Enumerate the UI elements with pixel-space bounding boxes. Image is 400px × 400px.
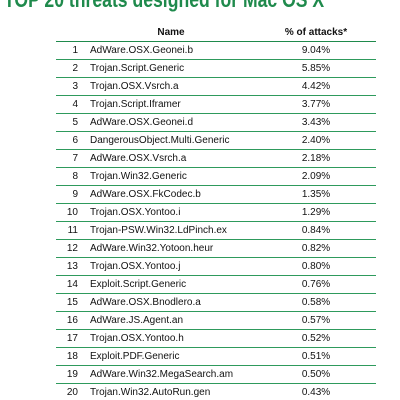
threat-name-cell: AdWare.OSX.Bnodlero.a [86, 293, 256, 312]
attack-percent-cell: 1.29% [256, 203, 376, 222]
threats-table: Name % of attacks* 1 AdWare.OSX.Geonei.b 9… [56, 24, 376, 400]
rank-cell: 2 [56, 59, 86, 78]
rank-cell: 14 [56, 275, 86, 294]
rank-cell: 17 [56, 329, 86, 348]
attack-percent-cell: 0.82% [256, 239, 376, 258]
rank-cell: 11 [56, 221, 86, 240]
table-row: 7 AdWare.OSX.Vsrch.a 2.18% [56, 149, 376, 168]
attack-percent-cell: 0.52% [256, 329, 376, 348]
attack-percent-cell: 0.50% [256, 365, 376, 384]
attack-percent-cell: 0.51% [256, 347, 376, 366]
rank-cell: 15 [56, 293, 86, 312]
table-row: 12 AdWare.Win32.Yotoon.heur 0.82% [56, 239, 376, 258]
threat-name-cell: Trojan.Win32.Generic [86, 167, 256, 186]
attack-percent-cell: 0.43% [256, 383, 376, 400]
threat-name-cell: AdWare.OSX.Geonei.d [86, 113, 256, 132]
attack-percent-cell: 9.04% [256, 41, 376, 60]
threat-name-cell: AdWare.OSX.Vsrch.a [86, 149, 256, 168]
table-row: 5 AdWare.OSX.Geonei.d 3.43% [56, 113, 376, 132]
threat-name-cell: Trojan.OSX.Yontoo.i [86, 203, 256, 222]
attack-percent-cell: 1.35% [256, 185, 376, 204]
threat-name-cell: AdWare.JS.Agent.an [86, 311, 256, 330]
table-row: 10 Trojan.OSX.Yontoo.i 1.29% [56, 203, 376, 222]
rank-cell: 8 [56, 167, 86, 186]
table-row: 15 AdWare.OSX.Bnodlero.a 0.58% [56, 293, 376, 312]
rank-cell: 3 [56, 77, 86, 96]
rank-cell: 6 [56, 131, 86, 150]
table-row: 11 Trojan-PSW.Win32.LdPinch.ex 0.84% [56, 221, 376, 240]
table-row: 8 Trojan.Win32.Generic 2.09% [56, 167, 376, 186]
rank-cell: 10 [56, 203, 86, 222]
table-body: 1 AdWare.OSX.Geonei.b 9.04% 2 Trojan.Script.… [56, 41, 376, 400]
name-column-header: Name [86, 24, 256, 42]
rank-cell: 18 [56, 347, 86, 366]
table-row: 18 Exploit.PDF.Generic 0.51% [56, 347, 376, 366]
threat-name-cell: AdWare.Win32.Yotoon.heur [86, 239, 256, 258]
attack-percent-cell: 0.58% [256, 293, 376, 312]
attack-percent-cell: 4.42% [256, 77, 376, 96]
rank-cell: 20 [56, 383, 86, 400]
attack-percent-cell: 0.80% [256, 257, 376, 276]
rank-cell: 7 [56, 149, 86, 168]
table-row: 9 AdWare.OSX.FkCodec.b 1.35% [56, 185, 376, 204]
table-row: 17 Trojan.OSX.Yontoo.h 0.52% [56, 329, 376, 348]
threat-name-cell: Trojan.OSX.Vsrch.a [86, 77, 256, 96]
rank-cell: 12 [56, 239, 86, 258]
rank-cell: 9 [56, 185, 86, 204]
threat-name-cell: Trojan.OSX.Yontoo.j [86, 257, 256, 276]
table-row: 14 Exploit.Script.Generic 0.76% [56, 275, 376, 294]
percent-column-header: % of attacks* [256, 24, 376, 42]
attack-percent-cell: 0.84% [256, 221, 376, 240]
attack-percent-cell: 2.40% [256, 131, 376, 150]
rank-cell: 4 [56, 95, 86, 114]
rank-cell: 19 [56, 365, 86, 384]
page-title: TOP 20 threats designed for Mac OS X [4, 0, 324, 13]
attack-percent-cell: 2.18% [256, 149, 376, 168]
threat-name-cell: AdWare.Win32.MegaSearch.am [86, 365, 256, 384]
threat-name-cell: DangerousObject.Multi.Generic [86, 131, 256, 150]
table-row: 13 Trojan.OSX.Yontoo.j 0.80% [56, 257, 376, 276]
threat-name-cell: Exploit.PDF.Generic [86, 347, 256, 366]
threat-name-cell: Trojan.Script.Generic [86, 59, 256, 78]
table-row: 1 AdWare.OSX.Geonei.b 9.04% [56, 41, 376, 60]
table-row: 20 Trojan.Win32.AutoRun.gen 0.43% [56, 383, 376, 400]
threat-name-cell: Trojan.OSX.Yontoo.h [86, 329, 256, 348]
attack-percent-cell: 0.76% [256, 275, 376, 294]
rank-cell: 16 [56, 311, 86, 330]
threat-name-cell: Exploit.Script.Generic [86, 275, 256, 294]
table-row: 19 AdWare.Win32.MegaSearch.am 0.50% [56, 365, 376, 384]
attack-percent-cell: 0.57% [256, 311, 376, 330]
threat-name-cell: AdWare.OSX.FkCodec.b [86, 185, 256, 204]
attack-percent-cell: 3.77% [256, 95, 376, 114]
table-row: 3 Trojan.OSX.Vsrch.a 4.42% [56, 77, 376, 96]
table-row: 2 Trojan.Script.Generic 5.85% [56, 59, 376, 78]
table-header-row: Name % of attacks* [56, 24, 376, 42]
rank-cell: 1 [56, 41, 86, 60]
rank-cell: 13 [56, 257, 86, 276]
rank-column-header [56, 24, 86, 42]
rank-cell: 5 [56, 113, 86, 132]
table-row: 16 AdWare.JS.Agent.an 0.57% [56, 311, 376, 330]
attack-percent-cell: 5.85% [256, 59, 376, 78]
threat-name-cell: Trojan-PSW.Win32.LdPinch.ex [86, 221, 256, 240]
threat-name-cell: Trojan.Script.Iframer [86, 95, 256, 114]
attack-percent-cell: 3.43% [256, 113, 376, 132]
table-row: 6 DangerousObject.Multi.Generic 2.40% [56, 131, 376, 150]
attack-percent-cell: 2.09% [256, 167, 376, 186]
threat-name-cell: AdWare.OSX.Geonei.b [86, 41, 256, 60]
threat-name-cell: Trojan.Win32.AutoRun.gen [86, 383, 256, 400]
table-row: 4 Trojan.Script.Iframer 3.77% [56, 95, 376, 114]
